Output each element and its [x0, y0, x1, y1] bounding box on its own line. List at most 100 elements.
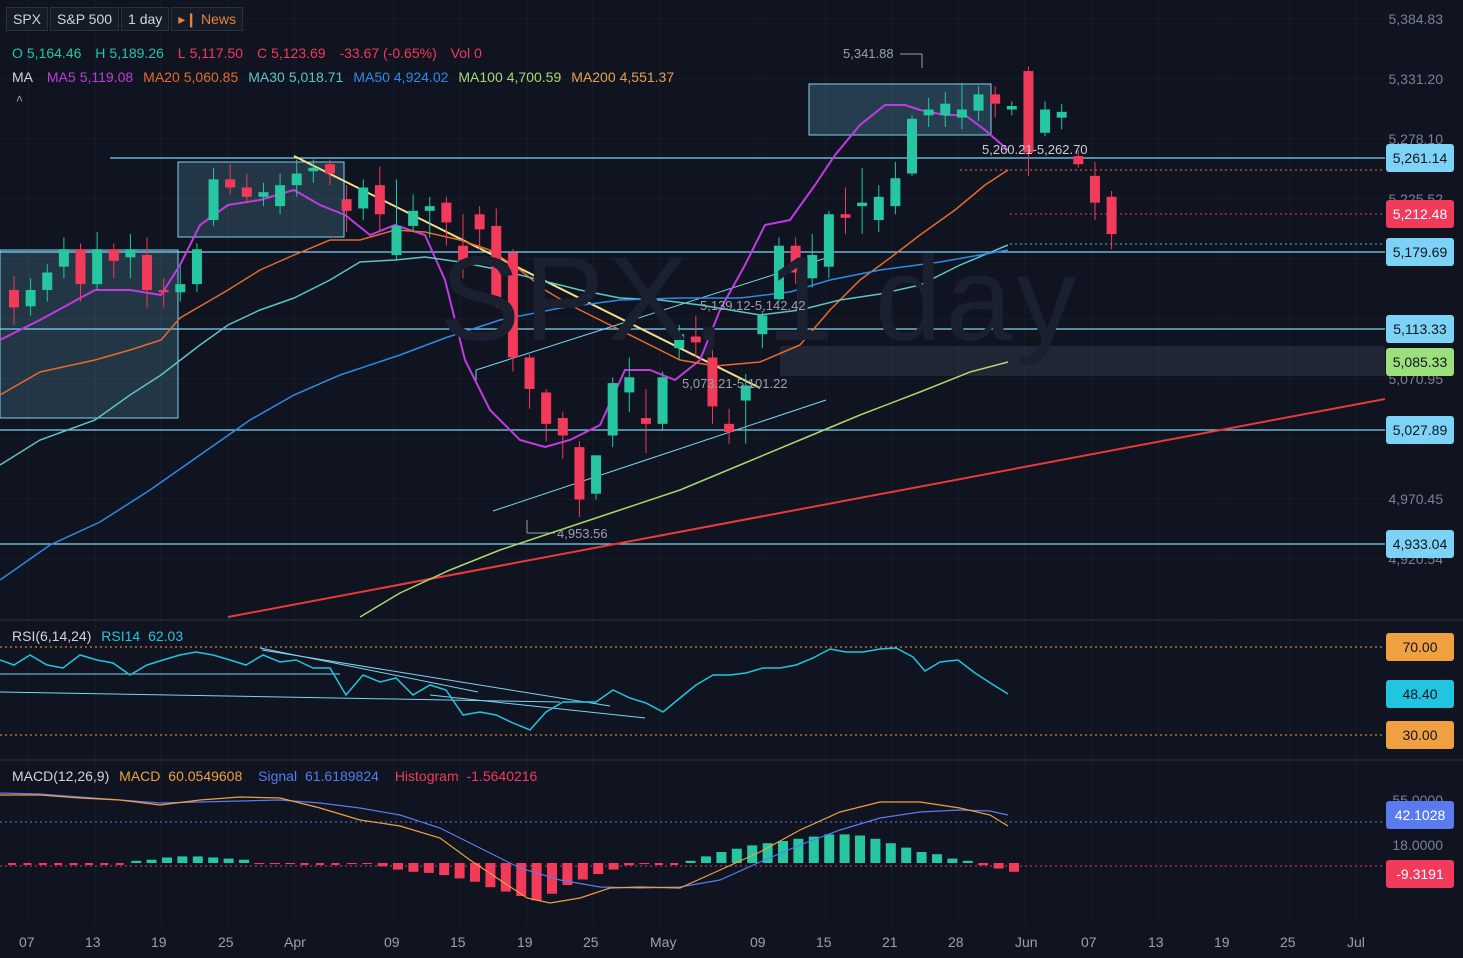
candle-body — [108, 249, 119, 261]
histogram-label: Histogram — [394, 768, 459, 784]
price-axis-label: 5,278.10 — [1388, 131, 1444, 147]
macd-histogram-bar — [331, 863, 340, 865]
macd-histogram-bar — [223, 858, 234, 863]
price-tag: 48.40 — [1386, 680, 1454, 708]
rsi-label: RSI(6,14,24) — [12, 628, 92, 644]
downtrend-line — [293, 155, 761, 389]
price-tag: 30.00 — [1386, 721, 1454, 749]
price-tag: 42.1028 — [1386, 801, 1454, 829]
price-tag: 5,113.33 — [1386, 315, 1454, 343]
time-axis-label: 21 — [882, 934, 898, 950]
rsi-legend: RSI(6,14,24) RSI14 62.03 — [12, 628, 187, 644]
macd-histogram-bar — [85, 863, 93, 865]
open-value: 5,164.46 — [26, 45, 82, 61]
high-annotation: 5,341.88 — [843, 46, 894, 61]
candle-body — [990, 94, 1001, 104]
macd-histogram-bar — [993, 863, 1004, 869]
candle-body — [125, 249, 136, 258]
toolbar: SPX S&P 500 1 day ▸❙ News — [6, 7, 243, 31]
candle-body — [907, 118, 918, 174]
volume-label: Vol — [450, 45, 471, 61]
time-axis-label: 19 — [517, 934, 533, 950]
macd-legend: MACD(12,26,9) MACD 60.0549608 Signal 61.… — [12, 768, 541, 784]
ma-legend-value: 5,119.08 — [79, 69, 134, 85]
open-label: O — [12, 45, 23, 61]
macd-histogram-bar — [654, 863, 663, 865]
candle-body — [873, 196, 884, 221]
candle-body — [790, 245, 801, 273]
high-label: H — [95, 45, 106, 61]
candle-body — [9, 289, 19, 308]
macd-histogram-bar — [824, 834, 835, 863]
chevron-up-icon[interactable]: ˄ — [16, 92, 24, 106]
symbol-button[interactable]: SPX — [6, 7, 49, 31]
candle-body — [823, 214, 834, 267]
candle-body — [807, 255, 818, 279]
macd-histogram-bar — [916, 852, 927, 863]
time-axis-label: 25 — [1280, 934, 1296, 950]
macd-histogram-bar — [870, 838, 881, 863]
candle-body — [275, 185, 286, 207]
candle-body — [58, 249, 69, 267]
candle-body — [773, 245, 784, 300]
symbol-name-button[interactable]: S&P 500 — [50, 7, 120, 31]
candle-body — [690, 336, 701, 343]
macd-histogram-bar — [408, 863, 419, 872]
time-axis-label: 07 — [1081, 934, 1097, 950]
macd-histogram-bar — [239, 859, 249, 863]
macd-histogram-bar — [146, 859, 157, 863]
ma50-line — [0, 249, 1009, 581]
interval-button[interactable]: 1 day — [121, 7, 170, 31]
macd-histogram-bar — [685, 860, 696, 863]
ma-legend-name: MA200 — [571, 69, 616, 85]
macd-axis-label: 18.0000 — [1392, 837, 1443, 853]
candle-body — [923, 109, 934, 116]
macd-histogram-bar — [731, 848, 742, 863]
macd-histogram-bar — [855, 835, 865, 863]
candle-body — [324, 164, 335, 174]
chart-grid — [0, 619, 1463, 761]
time-axis-label: 25 — [218, 934, 234, 950]
signal-label: Signal — [258, 768, 298, 784]
candle-body — [574, 447, 585, 500]
candle-body — [474, 214, 485, 230]
macd-histogram-bar — [978, 863, 989, 866]
candle-body — [408, 210, 419, 226]
rsi-trend-line — [261, 649, 611, 707]
price-axis-label: 4,970.45 — [1388, 491, 1444, 507]
price-tag: 5,027.89 — [1386, 416, 1454, 444]
macd-histogram-bar — [192, 856, 203, 863]
candle-body — [707, 357, 718, 407]
time-axis-label: May — [650, 934, 677, 950]
price-tag: 5,261.14 — [1386, 144, 1454, 172]
ma-legend-name: MA100 — [458, 69, 503, 85]
macd-histogram-bar — [577, 863, 588, 880]
candle-body — [657, 377, 668, 424]
macd-histogram-bar — [100, 863, 109, 865]
time-axis-label: 13 — [1148, 934, 1164, 950]
macd-histogram-bar — [300, 863, 309, 865]
macd-histogram-bar — [316, 863, 324, 865]
macd-histogram-bar — [454, 863, 465, 879]
time-axis-label: 09 — [384, 934, 400, 950]
candle-body — [624, 377, 635, 393]
macd-histogram-bar — [500, 863, 511, 892]
signal-value: 61.6189824 — [304, 768, 379, 784]
candle-body — [42, 272, 53, 290]
macd-label: MACD — [119, 768, 161, 784]
news-button[interactable]: ▸❙ News — [171, 7, 243, 31]
macd-histogram-bar — [285, 863, 296, 865]
candle-body — [158, 289, 169, 293]
ma-legend-value: 5,018.71 — [288, 69, 344, 85]
macd-histogram-bar — [793, 838, 804, 863]
candle-body — [557, 418, 568, 436]
macd-histogram-bar — [1009, 863, 1019, 872]
rsi-value: 62.03 — [148, 628, 184, 644]
macd-histogram-bar — [38, 863, 47, 865]
candle-body — [424, 206, 435, 211]
time-axis-label: Apr — [284, 934, 306, 950]
close-value: 5,123.69 — [271, 45, 326, 61]
macd-histogram-bar — [269, 863, 280, 865]
macd-histogram-bar — [485, 863, 496, 888]
